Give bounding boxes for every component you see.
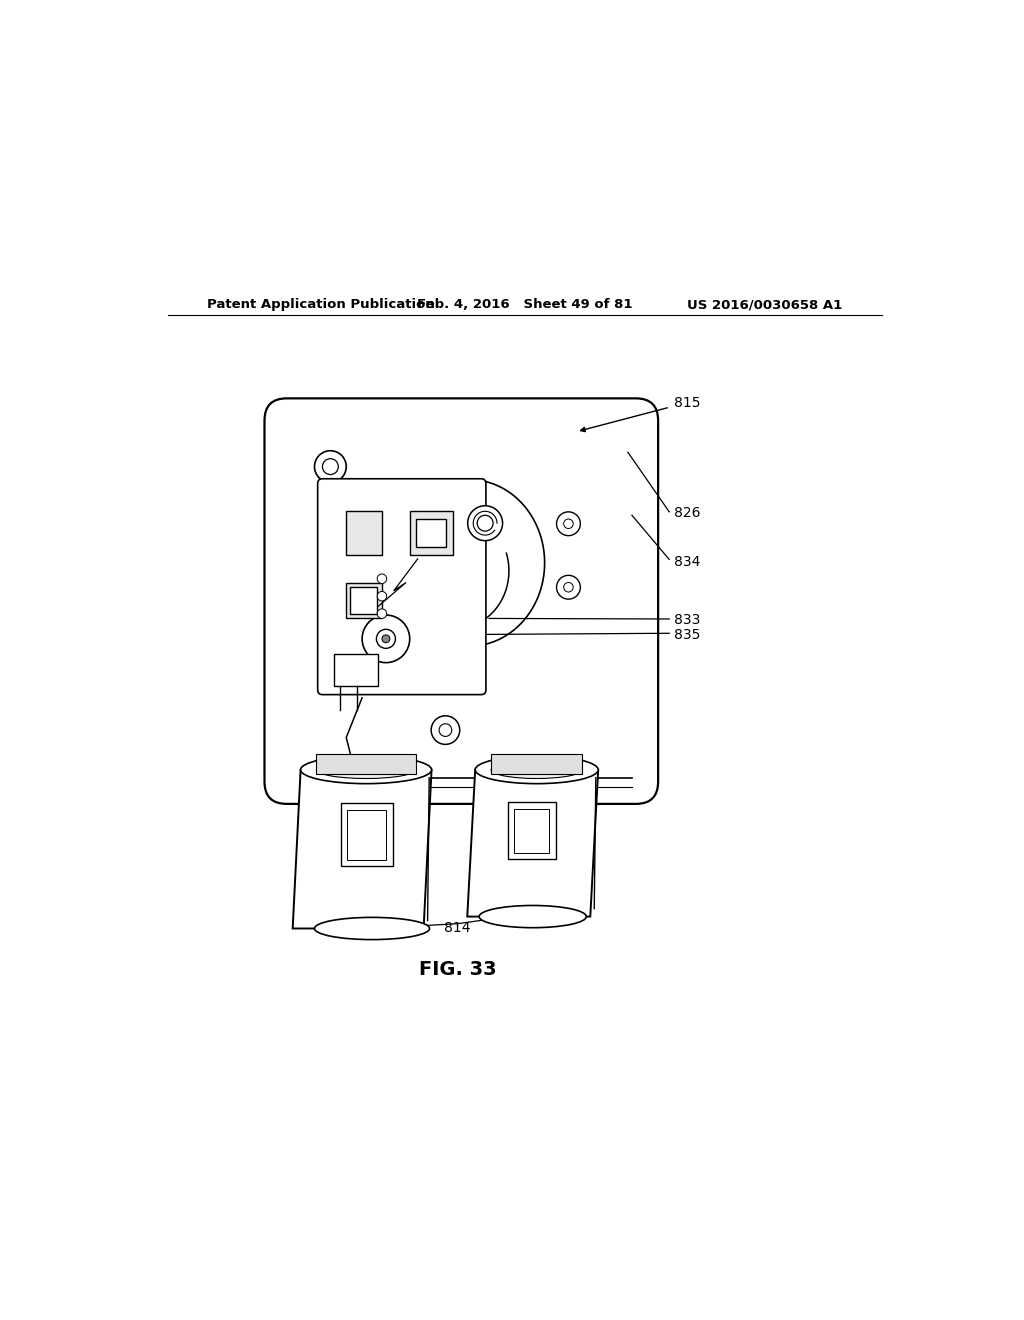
Circle shape — [377, 609, 387, 619]
Circle shape — [468, 506, 503, 541]
Text: US 2016/0030658 A1: US 2016/0030658 A1 — [687, 298, 842, 312]
Circle shape — [557, 512, 581, 536]
Polygon shape — [293, 770, 431, 928]
Circle shape — [431, 715, 460, 744]
Text: FIG. 33: FIG. 33 — [419, 960, 497, 979]
Bar — [341, 804, 392, 866]
Text: Feb. 4, 2016   Sheet 49 of 81: Feb. 4, 2016 Sheet 49 of 81 — [417, 298, 633, 312]
Bar — [508, 803, 556, 859]
Circle shape — [377, 591, 387, 601]
Bar — [350, 587, 377, 615]
Text: 834: 834 — [674, 554, 700, 569]
Bar — [316, 754, 416, 774]
Circle shape — [477, 515, 494, 531]
Ellipse shape — [492, 762, 583, 779]
Circle shape — [439, 723, 452, 737]
Bar — [416, 519, 446, 546]
Text: 814: 814 — [444, 921, 471, 936]
Text: 835: 835 — [674, 628, 700, 642]
Circle shape — [314, 450, 346, 483]
Text: Patent Application Publication: Patent Application Publication — [207, 298, 435, 312]
Ellipse shape — [314, 917, 430, 940]
Circle shape — [377, 630, 395, 648]
Bar — [346, 511, 382, 554]
Bar — [346, 582, 382, 619]
Circle shape — [382, 635, 390, 643]
Text: 826: 826 — [674, 507, 700, 520]
Ellipse shape — [475, 756, 598, 784]
Circle shape — [362, 615, 410, 663]
Polygon shape — [636, 434, 656, 762]
Text: 815: 815 — [674, 396, 700, 411]
Circle shape — [563, 519, 573, 528]
FancyBboxPatch shape — [264, 399, 658, 804]
Bar — [492, 754, 583, 774]
Bar — [410, 511, 454, 554]
Circle shape — [557, 576, 581, 599]
Ellipse shape — [301, 756, 431, 784]
Bar — [514, 809, 550, 853]
Circle shape — [377, 574, 387, 583]
Ellipse shape — [479, 906, 587, 928]
Bar — [334, 655, 378, 686]
Circle shape — [323, 458, 338, 475]
Bar — [347, 810, 386, 859]
FancyBboxPatch shape — [317, 479, 486, 694]
Polygon shape — [467, 770, 598, 916]
Circle shape — [563, 582, 573, 591]
Ellipse shape — [316, 762, 416, 779]
Text: 833: 833 — [674, 612, 700, 627]
